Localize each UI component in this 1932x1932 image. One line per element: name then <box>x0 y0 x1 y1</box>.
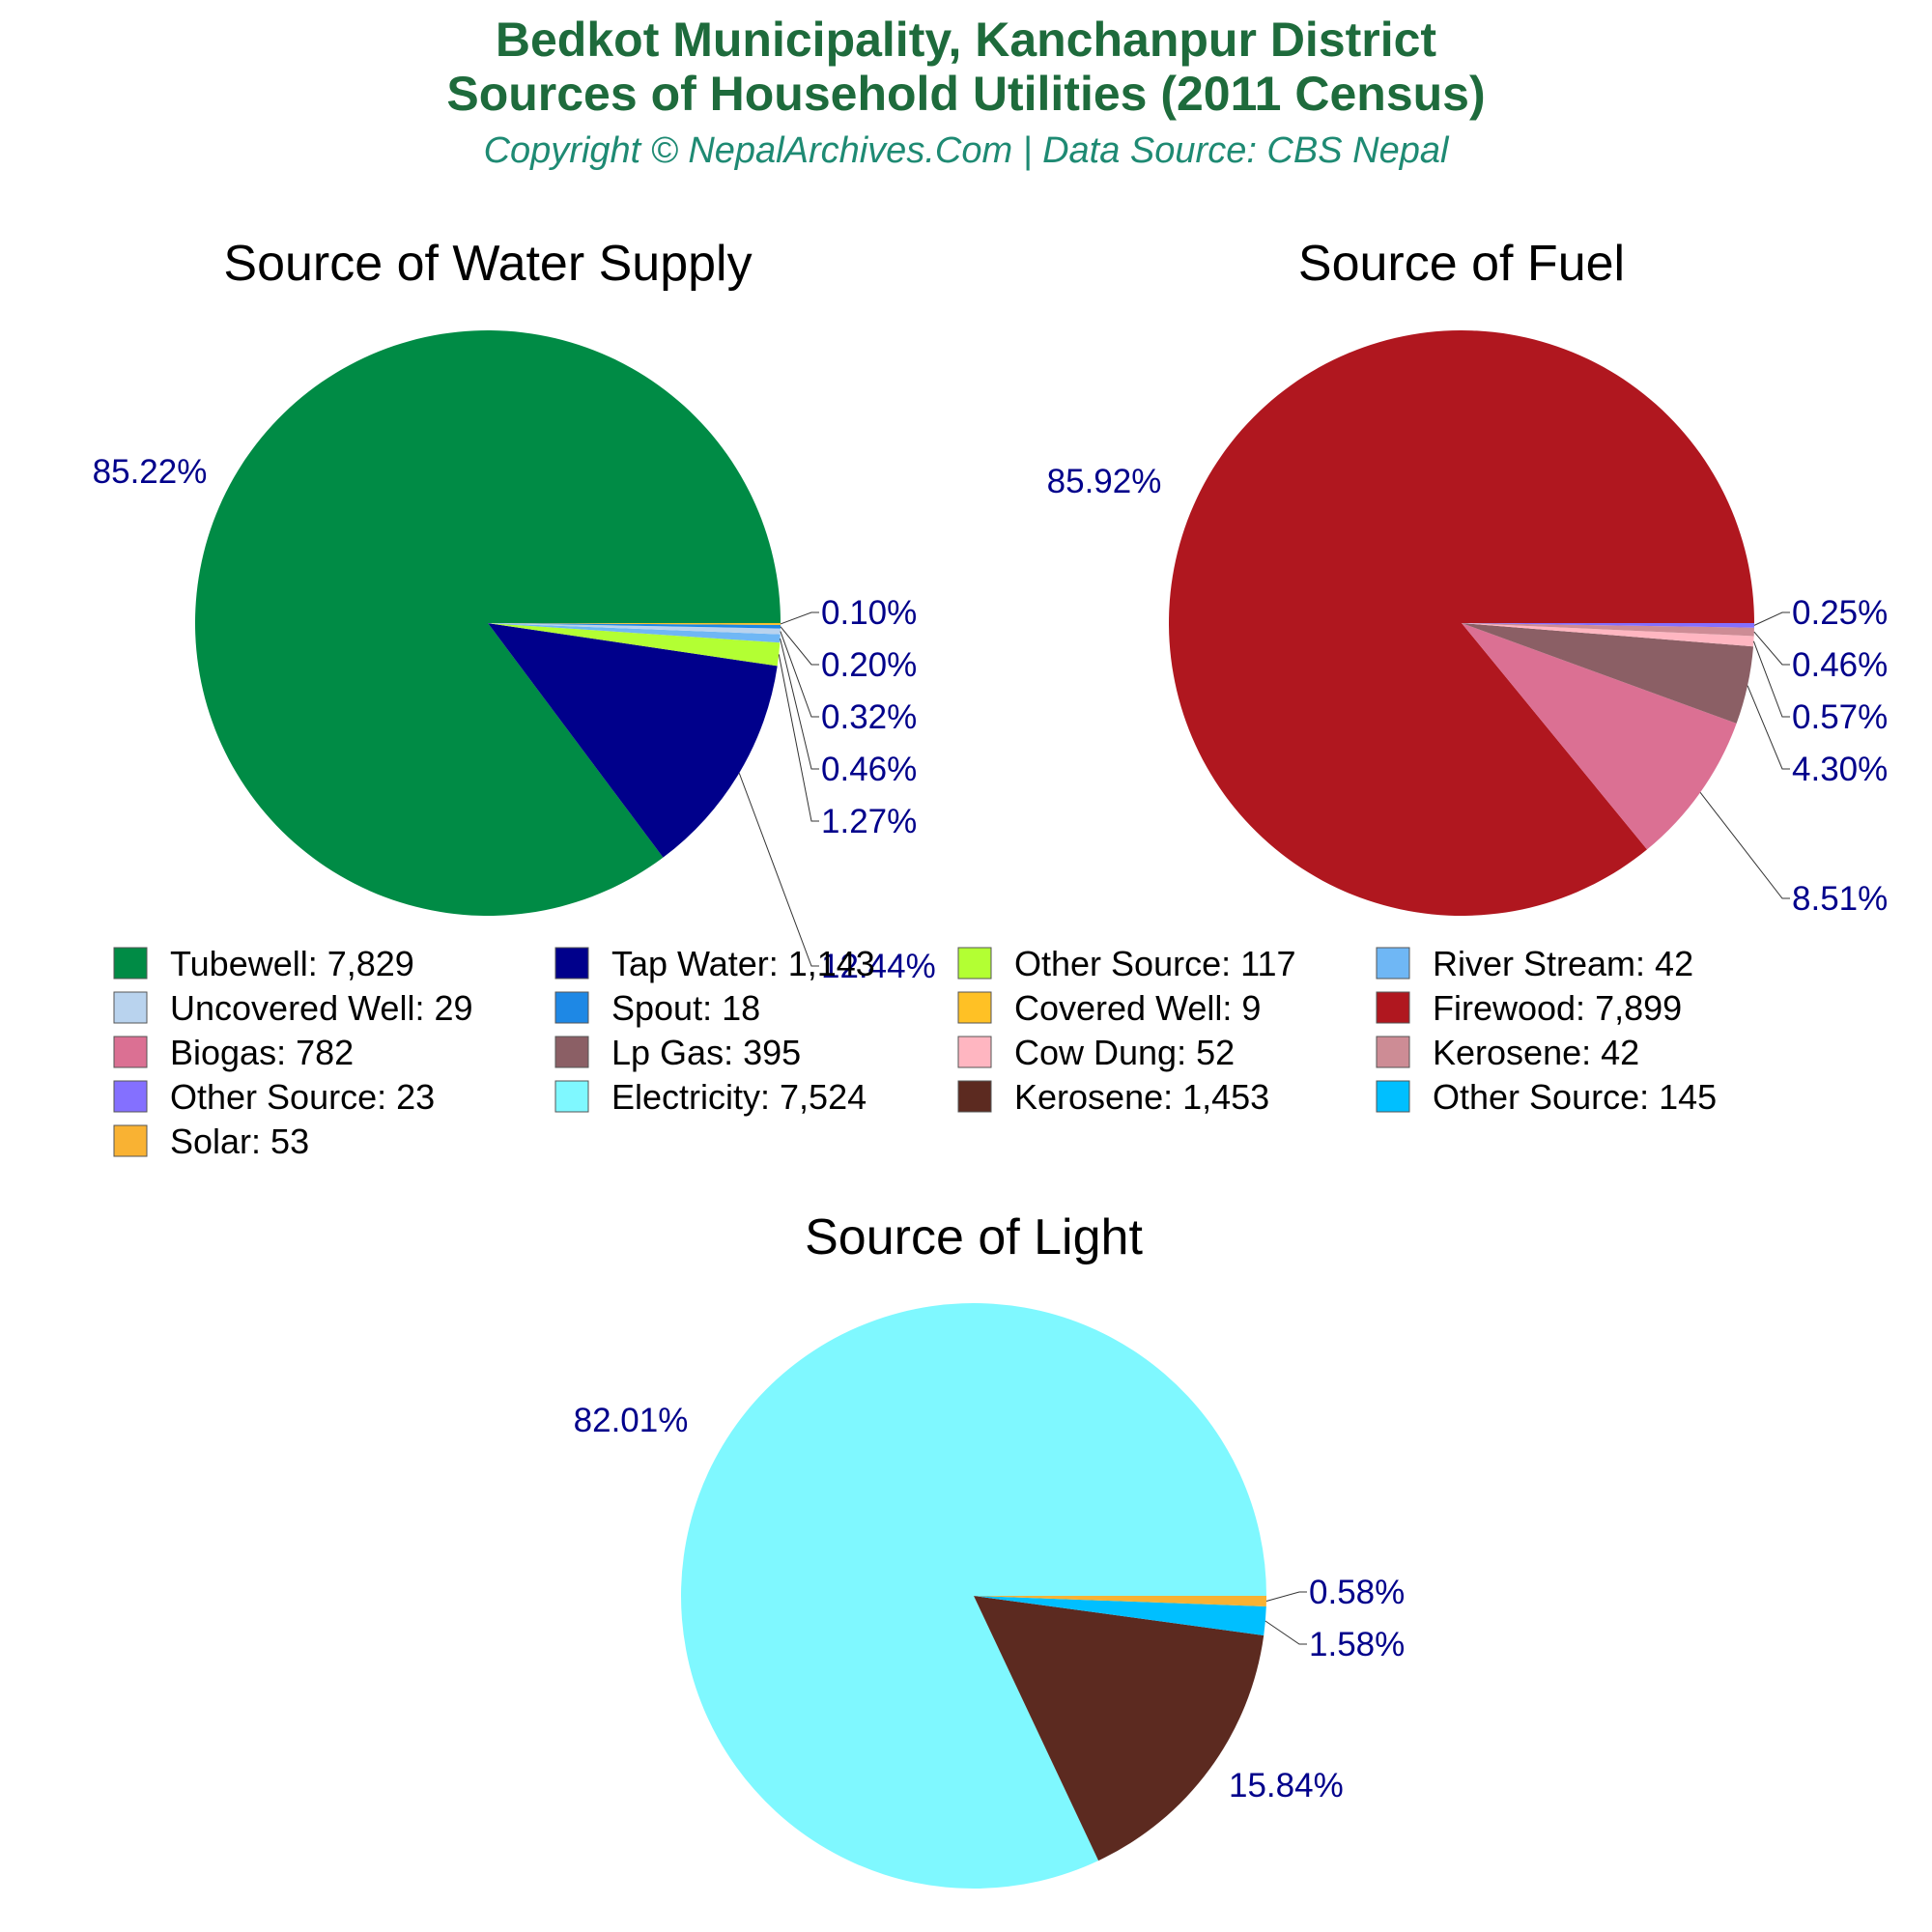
pie-title: Source of Water Supply <box>223 236 752 292</box>
pie-title: Source of Light <box>805 1209 1143 1265</box>
legend: Tubewell: 7,829 Tap Water: 1,143 Other Sou… <box>113 944 1717 1161</box>
legend-item-label: Tap Water: 1,143 <box>611 944 875 983</box>
legend-item-label: Covered Well: 9 <box>1014 988 1261 1028</box>
legend-item-label: Other Source: 23 <box>170 1077 435 1117</box>
pie-slice <box>488 623 781 667</box>
pie-slice <box>488 623 781 629</box>
legend-item-label: Tubewell: 7,829 <box>170 944 414 983</box>
legend-swatch <box>113 1124 148 1157</box>
pie-slice <box>1462 623 1737 850</box>
pie-slice <box>681 1303 1266 1889</box>
fuel-pie: Source of Fuel 85.92% 0.25% 0.46% 0.57% 4.30%… <box>1047 236 1889 918</box>
chart-title-line1: Bedkot Municipality, Kanchanpur District <box>496 13 1437 67</box>
legend-swatch <box>113 947 148 980</box>
pie-slice <box>488 623 781 625</box>
chart-title-line2: Sources of Household Utilities (2011 Cen… <box>446 67 1485 121</box>
pie-slice <box>1169 329 1754 916</box>
leader-line <box>1753 631 1790 666</box>
legend-item-label: Lp Gas: 395 <box>611 1033 801 1072</box>
legend-item-label: Other Source: 117 <box>1014 944 1296 983</box>
legend-item-label: Kerosene: 1,453 <box>1014 1077 1269 1117</box>
pie-slice <box>488 623 781 635</box>
pie-pct-label: 85.92% <box>1047 463 1162 500</box>
leader-line <box>780 638 819 770</box>
pie-pct-label: 85.22% <box>93 453 208 491</box>
leader-line <box>1265 1591 1307 1602</box>
pie-pct-label: 0.46% <box>1792 646 1888 684</box>
legend-swatch <box>113 991 148 1024</box>
pie-pct-label: 82.01% <box>574 1402 689 1439</box>
pie-pct-label: 1.27% <box>821 803 917 840</box>
leader-line <box>778 654 819 822</box>
pie-slice <box>488 623 781 643</box>
pie-pct-label: 0.58% <box>1309 1574 1405 1611</box>
light-pie: Source of Light 82.01% 0.58% 1.58% 15.84% <box>574 1209 1405 1889</box>
leader-line <box>1699 792 1790 899</box>
pie-pct-label: 0.10% <box>821 594 917 632</box>
copyright-text: Copyright © NepalArchives.Com | Data Sou… <box>484 130 1450 171</box>
pie-slice <box>974 1596 1266 1606</box>
legend-item-label: Spout: 18 <box>611 988 760 1028</box>
pie-title: Source of Fuel <box>1298 236 1625 292</box>
legend-item-label: Firewood: 7,899 <box>1433 988 1682 1028</box>
pie-pct-label: 0.25% <box>1792 594 1888 632</box>
pie-slice <box>974 1596 1266 1635</box>
legend-swatch <box>1376 1036 1410 1068</box>
pie-pct-label: 15.84% <box>1229 1767 1344 1804</box>
leader-line <box>1264 1620 1307 1645</box>
pie-pct-label: 12.44% <box>821 948 936 985</box>
pie-pct-label: 0.20% <box>821 646 917 684</box>
legend-swatch <box>1376 1080 1410 1113</box>
leader-line <box>780 611 819 625</box>
legend-swatch <box>1376 947 1410 980</box>
legend-item-label: Uncovered Well: 29 <box>170 988 473 1028</box>
leader-line <box>780 631 819 718</box>
legend-swatch <box>957 1036 992 1068</box>
leader-line <box>738 773 819 967</box>
leader-line <box>1753 611 1790 626</box>
legend-item-label: River Stream: 42 <box>1433 944 1693 983</box>
legend-item-label: Cow Dung: 52 <box>1014 1033 1235 1072</box>
pie-slice <box>974 1596 1264 1861</box>
leader-line <box>1747 685 1790 770</box>
legend-swatch <box>554 1036 589 1068</box>
legend-swatch <box>1376 991 1410 1024</box>
pie-slice <box>1462 623 1754 647</box>
legend-item-label: Biogas: 782 <box>170 1033 354 1072</box>
pie-pct-label: 4.30% <box>1792 751 1888 788</box>
legend-swatch <box>113 1080 148 1113</box>
pie-slice <box>1462 623 1754 628</box>
legend-swatch <box>957 1080 992 1113</box>
legend-swatch <box>957 991 992 1024</box>
legend-swatch <box>554 947 589 980</box>
legend-swatch <box>113 1036 148 1068</box>
legend-swatch <box>554 1080 589 1113</box>
legend-swatch <box>554 991 589 1024</box>
pie-pct-label: 1.58% <box>1309 1626 1405 1663</box>
pie-pct-label: 8.51% <box>1792 880 1888 918</box>
leader-line <box>780 626 819 666</box>
legend-swatch <box>957 947 992 980</box>
pie-pct-label: 0.46% <box>821 751 917 788</box>
pie-slice <box>488 623 778 858</box>
pie-pct-label: 0.32% <box>821 698 917 736</box>
pie-slice <box>1462 623 1754 637</box>
pie-pct-label: 0.57% <box>1792 698 1888 736</box>
legend-item-label: Kerosene: 42 <box>1433 1033 1639 1072</box>
legend-item-label: Solar: 53 <box>170 1122 309 1161</box>
pie-slice <box>1462 623 1754 724</box>
legend-item-label: Electricity: 7,524 <box>611 1077 867 1117</box>
legend-item-label: Other Source: 145 <box>1433 1077 1717 1117</box>
water-supply-pie: Source of Water Supply 85.22% 0.10% 0.20% 0.… <box>93 236 936 985</box>
leader-line <box>1752 640 1790 718</box>
